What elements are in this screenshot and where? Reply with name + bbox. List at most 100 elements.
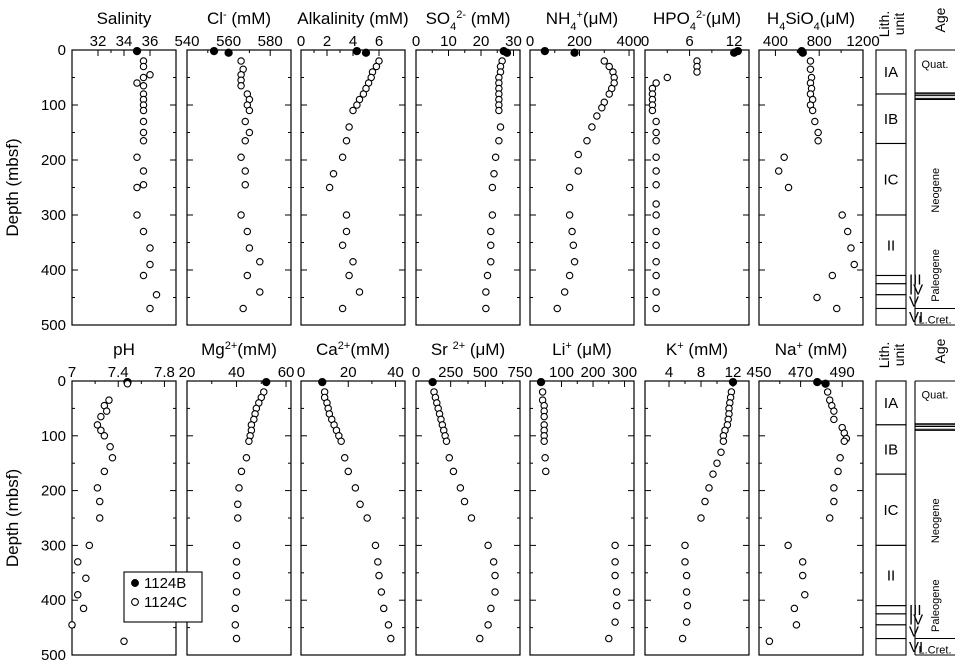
data-point-1124C: [598, 104, 606, 112]
data-point-1124C: [237, 57, 245, 65]
data-point-1124C: [467, 514, 476, 522]
lith-unit-label: VI: [909, 309, 923, 326]
data-point-1124C: [232, 588, 241, 596]
data-point-1124C: [139, 62, 148, 71]
data-point-1124C: [387, 634, 395, 643]
lith-unit-box: [875, 49, 907, 95]
data-point-1124C: [146, 244, 154, 252]
data-point-1124C: [663, 73, 672, 82]
data-point-1124C: [146, 71, 154, 79]
data-point-1124C: [377, 588, 386, 596]
data-point-1124C: [340, 453, 349, 462]
data-point-1124C: [97, 412, 105, 421]
lith-unit-box: [875, 544, 907, 607]
x-tick-label: 20: [473, 33, 490, 50]
data-point-1124C: [256, 257, 264, 266]
data-point-1124C: [442, 437, 451, 446]
data-point-1124C: [830, 415, 838, 424]
data-point-1124C: [133, 211, 141, 219]
data-point-1124C: [74, 558, 82, 566]
lith-unit-label: II: [887, 568, 895, 585]
data-point-1124C: [495, 106, 503, 115]
x-tick-label: 40: [228, 364, 245, 381]
stratigraphy-columns: Lith.unitIAIBICIIIIIIVVVIAgeQuat.Neogene…: [875, 338, 955, 657]
data-point-1124C: [652, 200, 660, 208]
data-point-1124C: [774, 167, 783, 175]
data-point-1124C: [139, 271, 148, 280]
data-point-1124C: [565, 271, 574, 280]
data-point-1124B: [821, 379, 830, 388]
age-header: Age: [932, 338, 948, 363]
data-point-1124C: [652, 128, 660, 137]
data-point-1124C: [486, 227, 495, 236]
x-tick-label: 6: [375, 33, 383, 50]
data-point-1124C: [139, 137, 148, 145]
x-tick-label: 6: [685, 33, 693, 50]
data-point-1124B: [729, 48, 739, 57]
y-tick-label: 500: [41, 317, 66, 334]
panel-title: Cl- (mM): [207, 9, 271, 28]
y-tick-label: 0: [58, 42, 66, 59]
x-tick-label: 580: [258, 33, 283, 50]
lith-unit-box: [875, 424, 907, 475]
data-point-1124C: [847, 244, 855, 252]
data-point-1124C: [484, 621, 492, 629]
data-point-1124C: [574, 167, 583, 175]
lith-unit-label: V: [909, 624, 919, 641]
x-tick-label: 4: [665, 364, 673, 381]
plot-frame: [186, 49, 292, 326]
data-point-1124C: [611, 558, 619, 566]
data-point-1124C: [338, 241, 347, 250]
data-point-1124C: [232, 571, 241, 580]
chart-panel: 7 7.4 7.8 0 100 200 300 400 500 Depth (mbsf) pH: [3, 340, 177, 664]
data-point-1124B: [540, 46, 550, 56]
x-tick-label: 30: [505, 33, 522, 50]
y-tick-label: 100: [41, 428, 66, 445]
data-point-1124C: [486, 257, 495, 266]
data-point-1124C: [491, 153, 500, 162]
lith-unit-label: IV: [909, 611, 923, 628]
data-point-1124C: [593, 112, 601, 120]
data-point-1124C: [245, 244, 254, 252]
data-point-1124C: [241, 167, 249, 175]
data-point-1124C: [105, 396, 113, 404]
data-point-1124C: [682, 571, 691, 580]
data-point-1124C: [95, 514, 104, 522]
lith-unit-label: IB: [884, 442, 898, 459]
data-point-1124C: [678, 634, 687, 643]
x-tick-label: 750: [507, 364, 532, 381]
lith-unit-label: II: [887, 237, 895, 254]
panel-title: Na+ (mM): [775, 340, 848, 359]
panel-title: Li+ (μM): [552, 340, 612, 359]
data-point-1124C: [813, 293, 821, 302]
data-point-1124B: [570, 48, 579, 57]
data-point-1124C: [342, 137, 351, 145]
data-point-1124C: [139, 181, 148, 189]
x-tick-label: 0: [297, 364, 305, 381]
data-point-1124B: [224, 48, 233, 57]
data-point-1124C: [611, 541, 619, 550]
x-tick-label: 20: [340, 364, 357, 381]
data-point-1124C: [495, 137, 503, 145]
data-point-1124B: [728, 377, 738, 387]
data-point-1124C: [337, 437, 345, 446]
x-tick-label: 10: [440, 33, 457, 50]
data-point-1124B: [132, 46, 142, 56]
data-point-1124C: [484, 541, 492, 550]
data-point-1124C: [569, 241, 578, 250]
chart-panel: 0 20 40 Ca2+(mM): [297, 340, 406, 656]
y-tick-label: 200: [41, 152, 66, 169]
x-tick-label: 36: [142, 33, 159, 50]
data-point-1124C: [379, 604, 388, 613]
x-tick-label: 470: [788, 364, 813, 381]
data-point-1124C: [832, 304, 841, 313]
data-point-1124B: [536, 377, 546, 387]
data-point-1124C: [488, 183, 497, 192]
data-point-1124C: [840, 437, 849, 446]
data-point-1124C: [652, 257, 660, 266]
lith-unit-box: [875, 307, 907, 326]
